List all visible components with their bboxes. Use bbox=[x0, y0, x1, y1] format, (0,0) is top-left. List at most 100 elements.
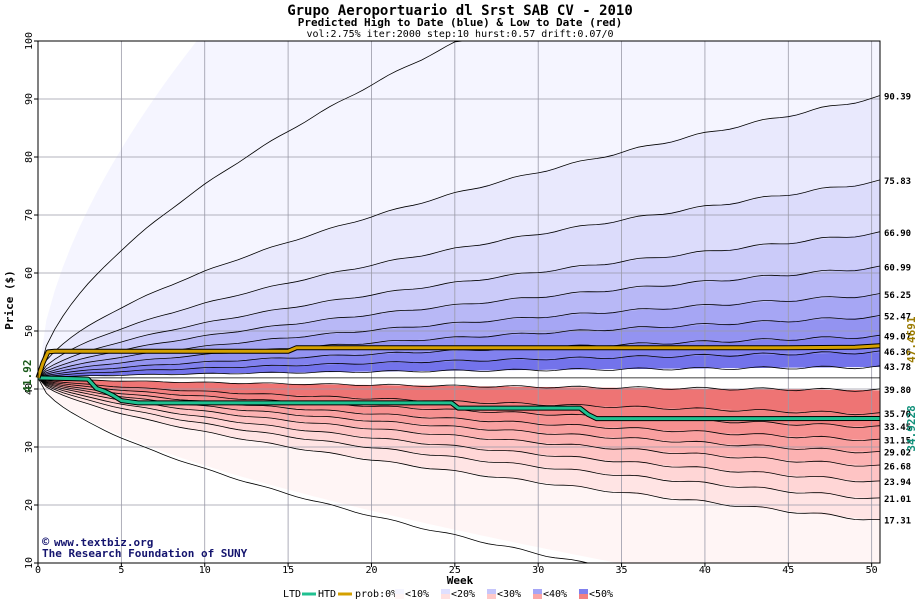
axes: 0 5 10 15 20 25 30 35 40 45 50 10 20 30 40 50 60 70 80 90 10… bbox=[24, 32, 881, 576]
low-percentile-curve bbox=[37, 377, 881, 416]
high-percentile-curve bbox=[37, 365, 881, 379]
legend-swatch-low bbox=[441, 594, 450, 599]
y-tick-label: 70 bbox=[24, 209, 35, 221]
legend-item-label: <30% bbox=[497, 589, 521, 600]
high-percentile-curve bbox=[37, 179, 881, 379]
x-tick-label: 45 bbox=[782, 565, 794, 576]
low-band bbox=[38, 377, 880, 483]
y-tick-label: 50 bbox=[24, 325, 35, 337]
x-tick-label: 40 bbox=[699, 565, 711, 576]
percentile-label: 17.31 bbox=[884, 517, 911, 527]
htd-end-label: 47.4691 bbox=[905, 316, 918, 363]
legend-ltd-label: LTD bbox=[283, 589, 301, 600]
start-price-label: 41.92 bbox=[21, 359, 34, 392]
percentile-label: 21.01 bbox=[884, 495, 911, 505]
high-percentile-curve bbox=[37, 315, 881, 379]
legend-swatch-low bbox=[395, 594, 404, 599]
high-percentile-curve bbox=[37, 265, 881, 379]
legend-swatch-high bbox=[533, 589, 542, 594]
credit-org: The Research Foundation of SUNY bbox=[42, 547, 248, 560]
low-percentile-curve bbox=[37, 377, 881, 392]
percentile-label: 43.78 bbox=[884, 363, 911, 373]
percentile-label: 60.99 bbox=[884, 263, 911, 273]
legend: LTD HTD prob:0% <10% <20% <30% <40% <50% bbox=[283, 589, 613, 600]
legend-swatch-high bbox=[441, 589, 450, 594]
percentile-label: 23.94 bbox=[884, 478, 912, 488]
low-band bbox=[38, 377, 880, 521]
high-band bbox=[38, 41, 880, 378]
legend-swatch-low bbox=[487, 594, 496, 599]
high-band bbox=[38, 181, 880, 378]
percentile-label: 66.90 bbox=[884, 229, 911, 239]
legend-item-label: <50% bbox=[589, 589, 613, 600]
low-percentile-curve bbox=[37, 377, 881, 500]
percentile-label: 35.70 bbox=[884, 410, 911, 420]
ltd-end-label: 34.9228 bbox=[905, 405, 918, 451]
y-tick-label: 20 bbox=[24, 499, 35, 511]
percentile-label: 56.25 bbox=[884, 291, 911, 301]
x-tick-label: 15 bbox=[282, 565, 294, 576]
legend-swatch-high bbox=[487, 589, 496, 594]
percentile-label: 46.36 bbox=[884, 348, 911, 358]
low-percentile-curve bbox=[37, 377, 881, 442]
x-tick-label: 0 bbox=[35, 565, 41, 576]
legend-swatch-low bbox=[579, 594, 588, 599]
low-percentile-curve bbox=[37, 377, 881, 521]
high-percentile-curve bbox=[37, 95, 881, 379]
legend-item-label: <20% bbox=[451, 589, 475, 600]
percentile-label: 90.39 bbox=[884, 93, 911, 103]
legend-swatch-high bbox=[395, 589, 404, 594]
legend-htd-label: HTD bbox=[318, 589, 336, 600]
low-band bbox=[38, 377, 880, 441]
low-band bbox=[38, 377, 880, 467]
x-axis-label: Week bbox=[447, 574, 474, 587]
y-tick-label: 30 bbox=[24, 441, 35, 453]
legend-item-label: <40% bbox=[543, 589, 567, 600]
low-percentile-curve bbox=[37, 377, 881, 467]
ltd-line bbox=[37, 376, 881, 421]
low-band bbox=[38, 377, 880, 427]
y-tick-label: 60 bbox=[24, 267, 35, 279]
plot-area bbox=[38, 41, 880, 563]
low-band bbox=[38, 377, 880, 500]
y-axis-label: Price ($) bbox=[3, 270, 16, 330]
x-tick-label: 10 bbox=[199, 565, 211, 576]
x-tick-label: 25 bbox=[449, 565, 461, 576]
percentile-label: 39.80 bbox=[884, 386, 911, 396]
low-percentile-curve bbox=[37, 377, 881, 483]
y-tick-label: 100 bbox=[24, 32, 35, 50]
htd-line bbox=[36, 344, 881, 379]
chart-title: Grupo Aeroportuario dl Srst SAB CV - 201… bbox=[287, 3, 633, 19]
gridlines bbox=[37, 40, 880, 564]
percentile-label: 33.45 bbox=[884, 423, 911, 433]
credit-copyright-icon: © bbox=[42, 535, 50, 549]
percentile-label: 52.47 bbox=[884, 313, 911, 323]
legend-prob-label: prob:0% bbox=[355, 589, 397, 600]
y-tick-label: 90 bbox=[24, 93, 35, 105]
high-band bbox=[38, 96, 880, 378]
low-band bbox=[38, 377, 880, 453]
chart-subtitle: Predicted High to Date (blue) & Low to D… bbox=[298, 16, 623, 29]
percentile-labels: 90.39 75.83 66.90 60.99 56.25 52.47 49.07 46.36… bbox=[884, 93, 912, 527]
y-tick-label: 80 bbox=[24, 151, 35, 163]
percentile-label: 49.07 bbox=[884, 332, 911, 342]
high-percentile-curve bbox=[37, 231, 881, 379]
legend-item-label: <10% bbox=[405, 589, 429, 600]
x-tick-label: 20 bbox=[365, 565, 377, 576]
series bbox=[35, 343, 881, 422]
percentile-label: 31.15 bbox=[884, 436, 911, 446]
legend-swatch-high bbox=[579, 589, 588, 594]
percentile-label: 26.68 bbox=[884, 462, 911, 472]
high-band bbox=[38, 233, 880, 378]
percentile-label: 75.83 bbox=[884, 177, 911, 187]
credit-url: www.textbiz.org bbox=[54, 536, 153, 549]
x-tick-label: 30 bbox=[532, 565, 544, 576]
low-band bbox=[38, 377, 880, 563]
high-band bbox=[38, 352, 880, 378]
x-tick-label: 5 bbox=[118, 565, 124, 576]
y-tick-label: 10 bbox=[24, 557, 35, 569]
median-band bbox=[38, 367, 880, 391]
percentile-label: 29.02 bbox=[884, 449, 911, 459]
y-tick-label: 40 bbox=[24, 383, 35, 395]
